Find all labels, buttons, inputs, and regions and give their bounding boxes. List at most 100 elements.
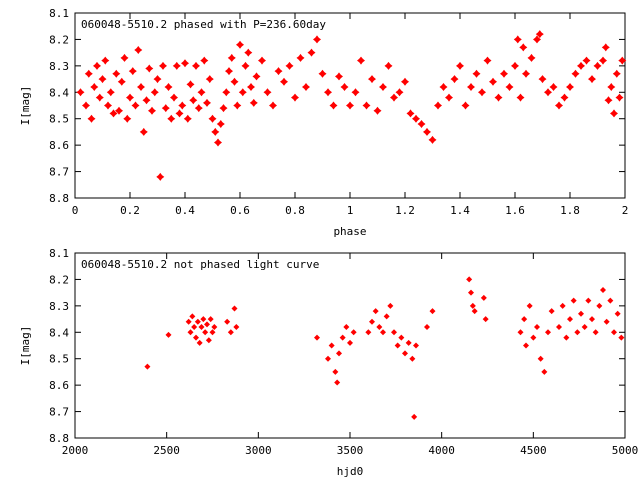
data-point [252, 72, 261, 81]
data-point [566, 83, 574, 91]
data-point [222, 88, 231, 97]
data-point [209, 329, 216, 336]
data-point [513, 35, 522, 44]
data-point [148, 106, 156, 115]
data-point [563, 334, 570, 341]
data-point [263, 88, 272, 97]
chart-title: 060048-5510.2 phased with P=236.60day [81, 18, 326, 31]
y-tick-label: 8.4 [49, 86, 69, 99]
x-tick-label: 2000 [62, 444, 89, 457]
data-point [379, 83, 387, 91]
data-point [328, 342, 335, 349]
data-point [164, 83, 173, 91]
data-point [372, 308, 379, 315]
data-point [357, 56, 365, 65]
data-point [500, 69, 508, 78]
data-point [406, 109, 415, 118]
data-point [618, 334, 625, 341]
data-point [469, 302, 476, 309]
data-point [225, 67, 233, 76]
data-point [611, 329, 617, 336]
data-point [236, 40, 244, 49]
data-point [571, 69, 580, 78]
data-point [247, 83, 255, 91]
data-point [187, 329, 194, 336]
x-tick-label: 0 [72, 204, 79, 217]
data-point [109, 109, 118, 118]
y-axis-label: I[mag] [19, 326, 32, 366]
data-point [373, 106, 382, 115]
data-point [172, 61, 181, 70]
data-point [280, 77, 288, 86]
data-point [343, 324, 350, 330]
data-point [192, 61, 200, 70]
y-tick-label: 8.5 [49, 113, 69, 126]
data-point [519, 43, 528, 52]
data-point [347, 339, 353, 346]
chart-title: 060048-5510.2 not phased light curve [81, 258, 319, 271]
y-tick-label: 8.3 [49, 300, 69, 313]
y-tick-label: 8.2 [49, 273, 69, 286]
data-point [203, 98, 211, 107]
data-point [527, 53, 536, 62]
data-point [417, 120, 426, 128]
data-point [76, 88, 85, 97]
data-point [93, 61, 101, 70]
data-point [346, 101, 354, 110]
data-point [391, 329, 397, 336]
data-point [593, 61, 602, 70]
data-point [544, 88, 552, 97]
data-point [307, 48, 316, 57]
data-point [120, 53, 129, 62]
data-point [335, 72, 343, 81]
data-point [84, 69, 93, 78]
data-point [324, 88, 332, 97]
data-point [194, 104, 203, 113]
data-point [336, 350, 342, 357]
data-point [559, 302, 566, 309]
x-tick-label: 1.4 [450, 204, 470, 217]
data-point [233, 101, 242, 110]
data-point [332, 368, 339, 375]
data-point [522, 69, 530, 78]
data-point [582, 56, 591, 65]
data-point [340, 83, 349, 91]
data-point [207, 316, 214, 323]
data-point [578, 310, 584, 317]
data-point [413, 342, 419, 349]
x-tick-label: 0.4 [175, 204, 195, 217]
data-point [82, 101, 90, 110]
data-point [202, 329, 209, 336]
x-tick-label: 3500 [337, 444, 364, 457]
data-point [555, 101, 563, 110]
data-point [614, 310, 621, 317]
data-point [185, 318, 192, 325]
data-point [139, 127, 148, 136]
data-point [549, 83, 558, 91]
x-tick-label: 0.6 [230, 204, 250, 217]
x-axis-label: hjd0 [337, 465, 364, 478]
data-point [581, 324, 588, 330]
y-tick-label: 8.1 [49, 247, 69, 260]
x-tick-label: 4500 [520, 444, 547, 457]
data-point [178, 101, 187, 110]
x-tick-label: 1.8 [560, 204, 580, 217]
data-point [545, 329, 551, 336]
x-tick-label: 3000 [245, 444, 272, 457]
data-point [511, 61, 519, 70]
data-point [189, 96, 198, 105]
data-point [494, 93, 503, 102]
data-point [409, 355, 416, 362]
data-point [318, 69, 327, 78]
data-point [589, 316, 595, 323]
data-point [521, 316, 528, 323]
data-point [285, 61, 294, 70]
data-point [167, 114, 176, 123]
data-point [104, 101, 112, 110]
data-point [450, 75, 459, 84]
data-point [434, 101, 442, 110]
data-point [405, 339, 412, 346]
data-point [117, 77, 126, 86]
data-point [200, 316, 207, 323]
data-point [368, 75, 376, 84]
